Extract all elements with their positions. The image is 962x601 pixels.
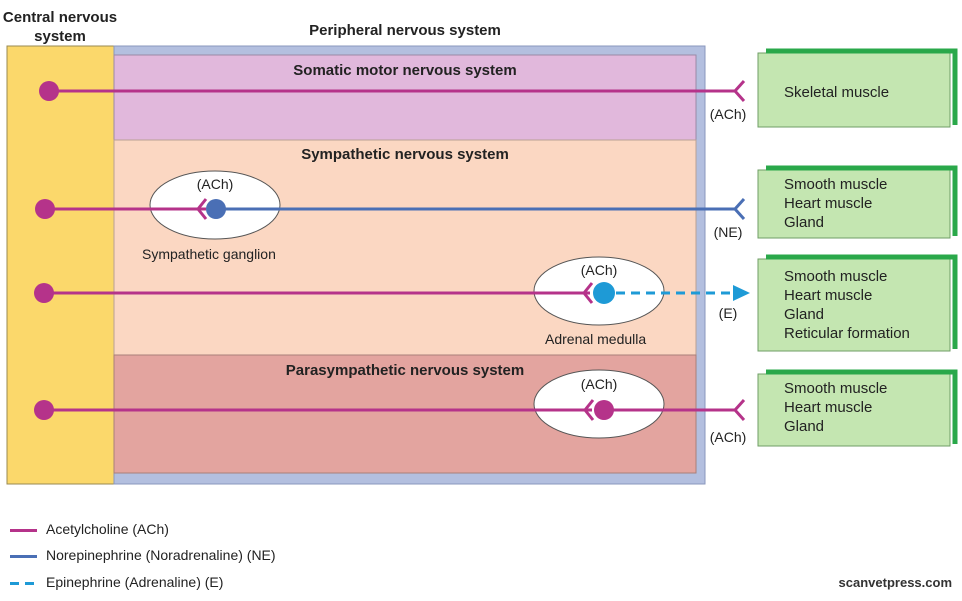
sympathetic-ganglion-synapse-icon [196, 198, 208, 220]
legend-item-ne: Norepinephrine (Noradrenaline) (NE) [10, 547, 350, 565]
target-list-parasympathetic: Smooth muscle Heart muscle Gland [784, 379, 887, 436]
sympathetic-ganglion-ach-label: (ACh) [196, 176, 234, 192]
legend-item-ach: Acetylcholine (ACh) [10, 521, 330, 539]
legend-label: Epinephrine (Adrenaline) (E) [46, 574, 224, 590]
watermark: scanvetpress.com [838, 575, 952, 590]
sympathetic-transmitter-label: (NE) [713, 224, 743, 240]
sympathetic-target-synapse-icon [732, 197, 746, 221]
parasympathetic-section-title: Parasympathetic nervous system [285, 362, 525, 379]
target-box-somatic [757, 48, 958, 128]
parasympathetic-ganglion-synapse-icon [583, 399, 595, 421]
legend-swatch-solid [10, 529, 37, 532]
epinephrine-arrow-icon [733, 285, 750, 301]
target-item: Gland [784, 214, 825, 231]
legend-label: Norepinephrine (Noradrenaline) (NE) [46, 547, 276, 563]
target-item: Gland [784, 306, 825, 323]
target-item: Reticular formation [784, 325, 910, 342]
target-item: Smooth muscle [784, 380, 888, 397]
cns-title: Central nervous system [2, 9, 118, 45]
target-item: Heart muscle [784, 399, 873, 416]
pns-title: Peripheral nervous system [309, 22, 501, 39]
parasympathetic-target-synapse-icon [732, 398, 746, 422]
target-item: Smooth muscle [784, 268, 888, 285]
sympathetic-ganglion-label: Sympathetic ganglion [142, 246, 276, 262]
somatic-transmitter-label: (ACh) [709, 106, 747, 122]
target-box-parasympathetic [757, 369, 958, 447]
cns-column [6, 45, 115, 485]
somatic-section [113, 54, 697, 141]
target-list-sympathetic: Smooth muscle Heart muscle Gland [784, 175, 887, 232]
legend-swatch-dashed [10, 582, 37, 585]
adrenal-ach-label: (ACh) [580, 262, 618, 278]
sympathetic-section-title: Sympathetic nervous system [301, 146, 509, 163]
target-item: Heart muscle [784, 287, 873, 304]
somatic-section-title: Somatic motor nervous system [293, 62, 517, 79]
legend-swatch-solid [10, 555, 37, 558]
adrenal-preganglionic-body [34, 283, 54, 303]
target-box-adrenal [757, 254, 958, 352]
legend-label: Acetylcholine (ACh) [46, 521, 169, 537]
sympathetic-preganglionic-body [35, 199, 55, 219]
legend-item-epi: Epinephrine (Adrenaline) (E) [10, 574, 330, 592]
parasympathetic-ganglion-ach-label: (ACh) [580, 376, 618, 392]
parasympathetic-transmitter-label: (ACh) [709, 429, 747, 445]
adrenal-synapse-icon [582, 282, 594, 304]
target-item: Smooth muscle [784, 176, 888, 193]
target-list-somatic: Skeletal muscle [784, 83, 889, 102]
target-item: Heart muscle [784, 195, 873, 212]
somatic-neuron-body [39, 81, 59, 101]
target-list-adrenal: Smooth muscle Heart muscle Gland Reticul… [784, 267, 910, 343]
adrenal-transmitter-label: (E) [718, 305, 738, 321]
adrenal-medulla-label: Adrenal medulla [545, 331, 647, 347]
target-item: Skeletal muscle [784, 84, 890, 101]
adrenal-chromaffin-cell [593, 282, 615, 304]
somatic-synapse-icon [732, 79, 746, 103]
target-box-sympathetic [757, 165, 958, 239]
parasympathetic-preganglionic-body [34, 400, 54, 420]
target-item: Gland [784, 418, 825, 435]
